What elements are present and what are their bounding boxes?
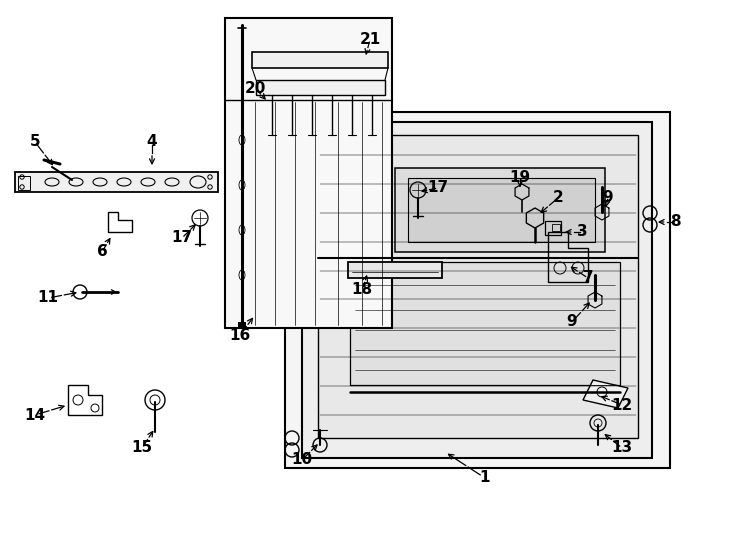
Text: 21: 21 xyxy=(360,32,381,48)
Text: 3: 3 xyxy=(577,225,587,240)
Text: 16: 16 xyxy=(230,327,250,342)
Bar xyxy=(545,221,561,235)
Circle shape xyxy=(73,285,87,299)
Ellipse shape xyxy=(239,180,245,190)
Text: 7: 7 xyxy=(583,271,593,286)
Text: 20: 20 xyxy=(244,80,266,96)
Text: 9: 9 xyxy=(603,191,614,206)
Polygon shape xyxy=(350,262,620,385)
Text: 10: 10 xyxy=(291,453,313,468)
Text: 2: 2 xyxy=(553,191,564,206)
Text: 17: 17 xyxy=(172,231,192,246)
Text: 14: 14 xyxy=(24,408,46,422)
Text: 18: 18 xyxy=(352,282,373,298)
Polygon shape xyxy=(302,122,652,458)
Polygon shape xyxy=(252,52,388,68)
Text: 15: 15 xyxy=(131,441,153,456)
Ellipse shape xyxy=(239,270,245,280)
Text: 19: 19 xyxy=(509,171,531,186)
Bar xyxy=(552,224,560,231)
Text: 11: 11 xyxy=(37,291,59,306)
Text: 9: 9 xyxy=(567,314,578,329)
Polygon shape xyxy=(285,112,670,468)
Text: 4: 4 xyxy=(147,134,157,150)
Polygon shape xyxy=(318,135,638,438)
Text: 6: 6 xyxy=(97,245,107,260)
Polygon shape xyxy=(348,262,442,278)
Bar xyxy=(18,176,30,190)
Polygon shape xyxy=(15,172,218,192)
Text: 12: 12 xyxy=(611,397,633,413)
Polygon shape xyxy=(256,80,385,95)
Text: 13: 13 xyxy=(611,441,633,456)
Polygon shape xyxy=(583,380,628,408)
Text: 1: 1 xyxy=(480,470,490,485)
Text: 5: 5 xyxy=(29,134,40,150)
Bar xyxy=(238,322,246,328)
Polygon shape xyxy=(408,178,595,242)
Text: 8: 8 xyxy=(669,214,680,230)
Polygon shape xyxy=(395,168,605,252)
Text: 17: 17 xyxy=(427,180,448,195)
Ellipse shape xyxy=(239,225,245,235)
Polygon shape xyxy=(225,18,392,328)
Ellipse shape xyxy=(239,135,245,145)
